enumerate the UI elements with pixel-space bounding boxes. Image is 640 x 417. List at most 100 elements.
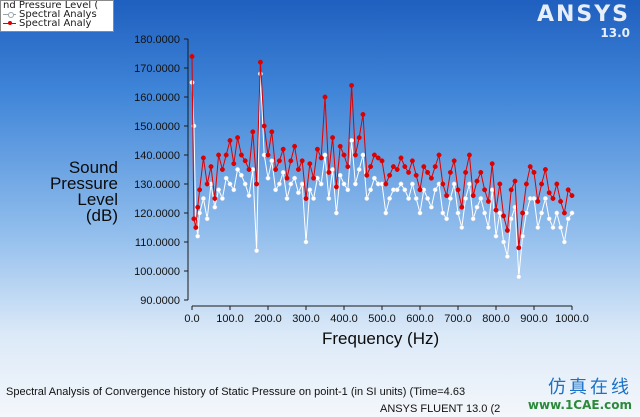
data-point bbox=[371, 175, 377, 181]
data-point bbox=[191, 216, 197, 222]
data-point bbox=[470, 193, 476, 199]
data-point bbox=[432, 187, 438, 193]
data-point bbox=[265, 152, 271, 158]
x-tick-label: 0.0 bbox=[184, 313, 199, 325]
x-tick-label: 700.0 bbox=[444, 313, 472, 325]
data-point bbox=[216, 152, 222, 158]
x-tick-label: 1000.0 bbox=[555, 313, 589, 325]
y-axis-label-line: Level bbox=[77, 190, 118, 209]
data-point bbox=[569, 193, 575, 199]
data-point bbox=[212, 196, 218, 201]
data-point bbox=[516, 245, 522, 251]
data-point bbox=[322, 94, 328, 100]
x-tick-label: 600.0 bbox=[406, 313, 434, 325]
data-point bbox=[466, 152, 472, 158]
data-point bbox=[569, 210, 575, 216]
legend-title: nd Pressure Level ( bbox=[3, 1, 99, 10]
y-tick-label: 160.0000 bbox=[134, 92, 180, 104]
data-point bbox=[276, 158, 282, 164]
data-point bbox=[459, 225, 465, 230]
data-point bbox=[440, 181, 446, 187]
watermark-site: www.1CAE.com bbox=[527, 398, 632, 412]
data-point bbox=[398, 181, 404, 187]
data-point bbox=[546, 216, 552, 222]
series-line-1 bbox=[191, 56, 573, 248]
data-point bbox=[428, 175, 434, 181]
data-point bbox=[558, 198, 564, 204]
data-point bbox=[273, 187, 279, 193]
data-point bbox=[345, 164, 351, 170]
data-point bbox=[216, 187, 222, 193]
data-point bbox=[356, 135, 362, 141]
data-point bbox=[425, 196, 431, 201]
data-point bbox=[326, 169, 332, 175]
y-tick-label: 180.0000 bbox=[134, 34, 180, 46]
data-point bbox=[504, 227, 510, 233]
data-point bbox=[542, 196, 548, 201]
data-point bbox=[257, 59, 263, 65]
data-point bbox=[531, 196, 537, 201]
data-point bbox=[482, 210, 488, 216]
data-point bbox=[200, 155, 206, 161]
data-point bbox=[455, 187, 461, 193]
data-point bbox=[531, 169, 537, 175]
data-point bbox=[497, 181, 503, 187]
data-point bbox=[463, 196, 469, 201]
data-point bbox=[470, 216, 476, 222]
data-point bbox=[535, 198, 541, 204]
data-point bbox=[208, 164, 214, 170]
data-point bbox=[227, 181, 233, 187]
data-point bbox=[242, 181, 248, 187]
data-point bbox=[383, 210, 389, 216]
data-point bbox=[318, 155, 324, 161]
data-point bbox=[261, 123, 267, 129]
data-point bbox=[299, 158, 305, 164]
data-point bbox=[539, 210, 545, 216]
data-point bbox=[402, 164, 408, 170]
data-point bbox=[360, 152, 366, 158]
data-point bbox=[280, 169, 286, 175]
data-point bbox=[565, 187, 571, 193]
data-point bbox=[238, 152, 244, 158]
data-point bbox=[383, 181, 389, 187]
data-point bbox=[417, 210, 423, 216]
data-point bbox=[193, 225, 199, 230]
data-point bbox=[444, 216, 450, 222]
data-point bbox=[223, 152, 229, 158]
data-point bbox=[546, 190, 552, 196]
y-tick-label: 170.0000 bbox=[134, 63, 180, 75]
data-point bbox=[436, 152, 442, 158]
data-point bbox=[364, 196, 370, 201]
data-point bbox=[330, 135, 336, 141]
data-point bbox=[390, 164, 396, 170]
data-point bbox=[223, 175, 229, 181]
data-point bbox=[254, 181, 260, 187]
data-point bbox=[326, 196, 332, 201]
data-point bbox=[406, 169, 412, 175]
legend-swatch-white bbox=[3, 12, 16, 18]
data-point bbox=[413, 172, 419, 178]
data-point bbox=[478, 169, 484, 175]
data-point bbox=[333, 210, 339, 216]
data-point bbox=[428, 204, 434, 210]
data-point bbox=[356, 167, 362, 172]
data-point bbox=[451, 158, 457, 164]
legend-label-red: Spectral Analy bbox=[19, 19, 92, 28]
data-point bbox=[250, 129, 256, 135]
data-point bbox=[200, 196, 206, 201]
x-tick-label: 100.0 bbox=[216, 313, 244, 325]
data-point bbox=[558, 225, 564, 230]
data-point bbox=[493, 207, 499, 213]
y-tick-label: 90.0000 bbox=[140, 295, 180, 307]
data-point bbox=[242, 158, 248, 164]
data-point bbox=[303, 239, 309, 245]
data-point bbox=[254, 248, 260, 254]
data-point bbox=[195, 233, 201, 239]
data-point bbox=[459, 204, 465, 210]
x-tick-label: 300.0 bbox=[292, 313, 320, 325]
data-point bbox=[565, 216, 571, 222]
data-point bbox=[520, 210, 526, 216]
data-point bbox=[394, 187, 400, 193]
data-point bbox=[269, 129, 275, 135]
